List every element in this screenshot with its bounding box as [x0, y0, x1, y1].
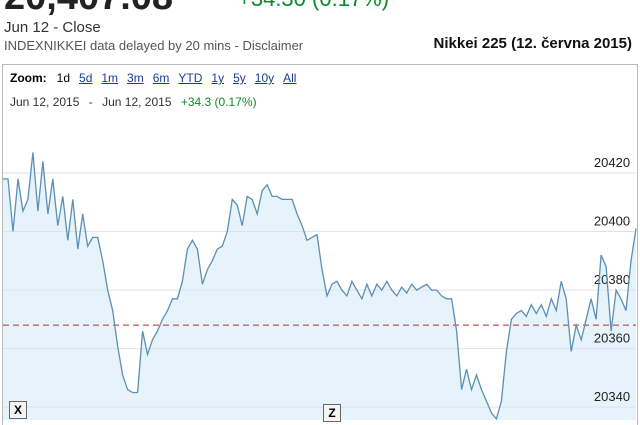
chart-panel [2, 64, 638, 425]
price: 20,407.08 [4, 0, 173, 19]
zoom-option[interactable]: 1d [56, 71, 71, 85]
flag[interactable]: X [9, 401, 27, 419]
flag[interactable]: Z [323, 404, 341, 422]
y-tick-label: 20380 [594, 272, 630, 287]
zoom-label: Zoom: [10, 71, 47, 85]
y-tick-label: 20400 [594, 214, 630, 229]
y-tick-label: 20360 [594, 331, 630, 346]
zoom-option[interactable]: 5y [233, 71, 246, 85]
source: INDEXNIKKEI data delayed by 20 mins - Di… [4, 38, 303, 53]
source-text: INDEXNIKKEI data delayed by 20 mins - [4, 38, 243, 53]
range-sep: - [88, 95, 93, 109]
y-tick-label: 20340 [594, 389, 630, 404]
range-change: +34.3 (0.17%) [180, 95, 257, 109]
caption: Nikkei 225 (12. června 2015) [433, 35, 632, 52]
zoom-option[interactable]: 5d [79, 71, 93, 85]
line [3, 152, 637, 420]
zoom-bar: Zoom: 1d 5d 1m 3m 6m YTD 1y 5y 10y All [10, 71, 305, 85]
change: +34.30 (0.17%) [238, 0, 389, 12]
y-tick-label: 20420 [594, 155, 630, 170]
zoom-option[interactable]: 10y [254, 71, 275, 85]
range-start: Jun 12, 2015 [10, 95, 80, 109]
zoom-option[interactable]: 1m [101, 71, 119, 85]
zoom-option[interactable]: 6m [152, 71, 170, 85]
area [3, 152, 636, 420]
zoom-option[interactable]: All [283, 71, 297, 85]
zoom-option[interactable]: YTD [178, 71, 203, 85]
zoom-option[interactable]: 3m [127, 71, 144, 85]
subtitle: Jun 12 - Close [4, 19, 101, 36]
disclaimer-link[interactable]: Disclaimer [242, 38, 304, 53]
zoom-option[interactable]: 1y [211, 71, 225, 85]
range-end: Jun 12, 2015 [102, 95, 172, 109]
range-row: Jun 12, 2015 - Jun 12, 2015 +34.3 (0.17%… [10, 95, 257, 109]
